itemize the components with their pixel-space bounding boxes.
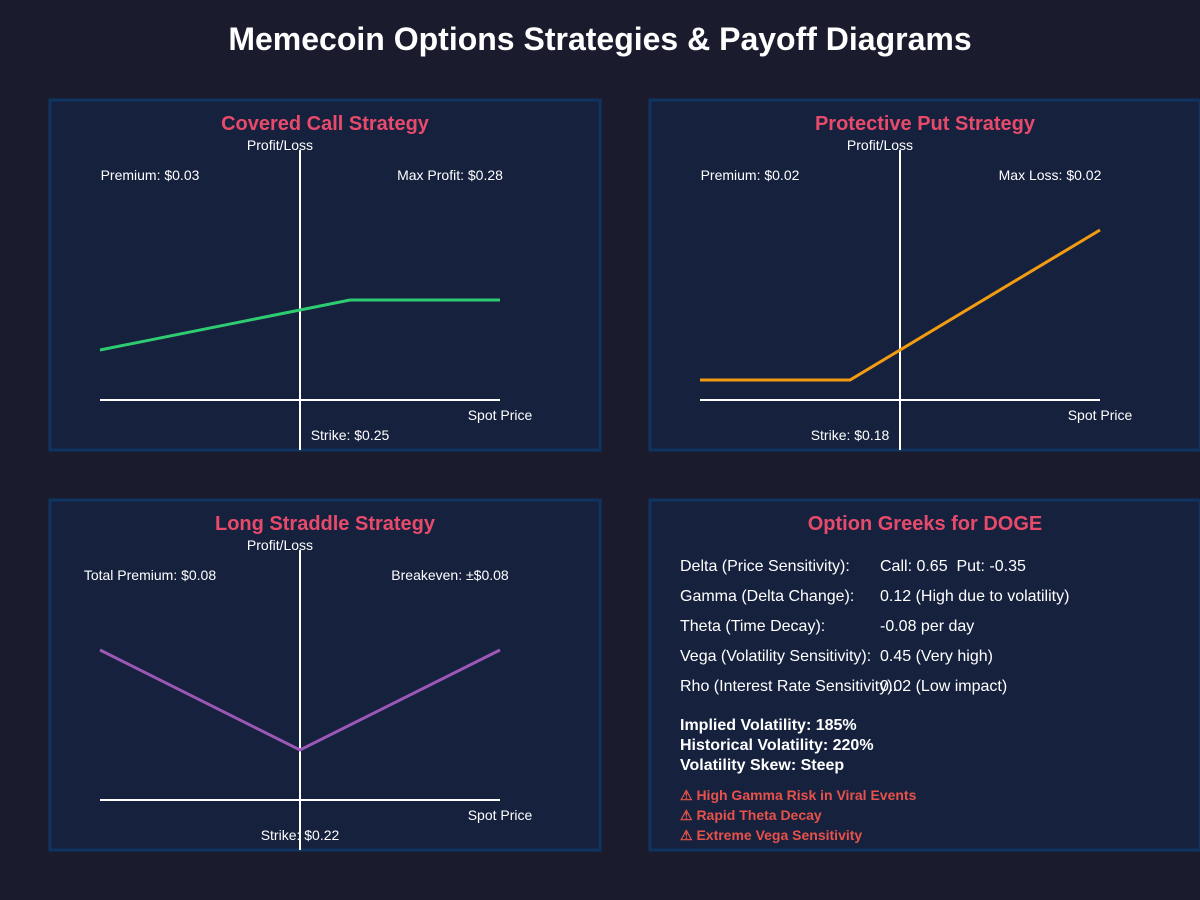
payoff-line <box>99 648 501 752</box>
protective-put-panel: Protective Put Strategy Profit/Loss Spot… <box>648 98 1200 452</box>
greek-value-vega: 0.45 (Very high) <box>880 648 993 665</box>
y-axis-label: Profit/Loss <box>247 137 313 153</box>
x-axis-label: Spot Price <box>468 807 533 823</box>
risk-warnings: ⚠ High Gamma Risk in Viral Events ⚠ Rapi… <box>680 787 917 843</box>
premium-label: Premium: $0.03 <box>101 167 200 183</box>
breakeven-label: Breakeven: ±$0.08 <box>391 567 509 583</box>
x-axis-label: Spot Price <box>1068 407 1133 423</box>
page-title: Memecoin Options Strategies & Payoff Dia… <box>228 21 971 57</box>
panel-title: Option Greeks for DOGE <box>808 513 1042 535</box>
y-axis-label: Profit/Loss <box>847 137 913 153</box>
volatility-skew: Volatility Skew: Steep <box>680 757 844 774</box>
greek-value-theta: -0.08 per day <box>880 618 974 635</box>
panel-background <box>648 498 1200 852</box>
greeks-panel: Option Greeks for DOGE Delta (Price Sens… <box>648 498 1200 852</box>
historical-volatility: Historical Volatility: 220% <box>680 737 874 754</box>
greeks-table: Delta (Price Sensitivity): Call: 0.65 Pu… <box>680 558 1069 695</box>
strike-label: Strike: $0.22 <box>261 827 340 843</box>
implied-volatility: Implied Volatility: 185% <box>680 717 857 734</box>
greek-name-theta: Theta (Time Decay): <box>680 618 825 635</box>
panel-background <box>48 498 602 852</box>
y-axis-label: Profit/Loss <box>247 537 313 553</box>
strike-label: Strike: $0.18 <box>811 427 890 443</box>
payoff-line <box>700 228 1101 382</box>
payoff-line <box>99 298 500 352</box>
panel-title: Protective Put Strategy <box>815 113 1036 135</box>
greek-value-delta: Call: 0.65 Put: -0.35 <box>880 558 1026 575</box>
greek-name-vega: Vega (Volatility Sensitivity): <box>680 648 871 665</box>
warning-gamma: ⚠ High Gamma Risk in Viral Events <box>680 787 917 803</box>
greek-name-rho: Rho (Interest Rate Sensitivity): <box>680 678 897 695</box>
long-straddle-panel: Long Straddle Strategy Profit/Loss Spot … <box>48 498 602 852</box>
covered-call-panel: Covered Call Strategy Profit/Loss Spot P… <box>48 98 602 452</box>
max-loss-label: Max Loss: $0.02 <box>999 167 1102 183</box>
greek-value-gamma: 0.12 (High due to volatility) <box>880 588 1069 605</box>
panel-background <box>648 98 1200 452</box>
panel-title: Covered Call Strategy <box>221 113 430 135</box>
volatility-stats: Implied Volatility: 185% Historical Vola… <box>680 717 874 774</box>
warning-vega: ⚠ Extreme Vega Sensitivity <box>680 827 862 843</box>
greek-name-gamma: Gamma (Delta Change): <box>680 588 854 605</box>
panel-title: Long Straddle Strategy <box>215 513 436 535</box>
max-profit-label: Max Profit: $0.28 <box>397 167 503 183</box>
greek-name-delta: Delta (Price Sensitivity): <box>680 558 850 575</box>
premium-label: Premium: $0.02 <box>701 167 800 183</box>
panel-background <box>48 98 602 452</box>
premium-label: Total Premium: $0.08 <box>84 567 216 583</box>
x-axis-label: Spot Price <box>468 407 533 423</box>
greek-value-rho: 0.02 (Low impact) <box>880 678 1007 695</box>
strike-label: Strike: $0.25 <box>311 427 390 443</box>
warning-theta: ⚠ Rapid Theta Decay <box>680 807 822 823</box>
